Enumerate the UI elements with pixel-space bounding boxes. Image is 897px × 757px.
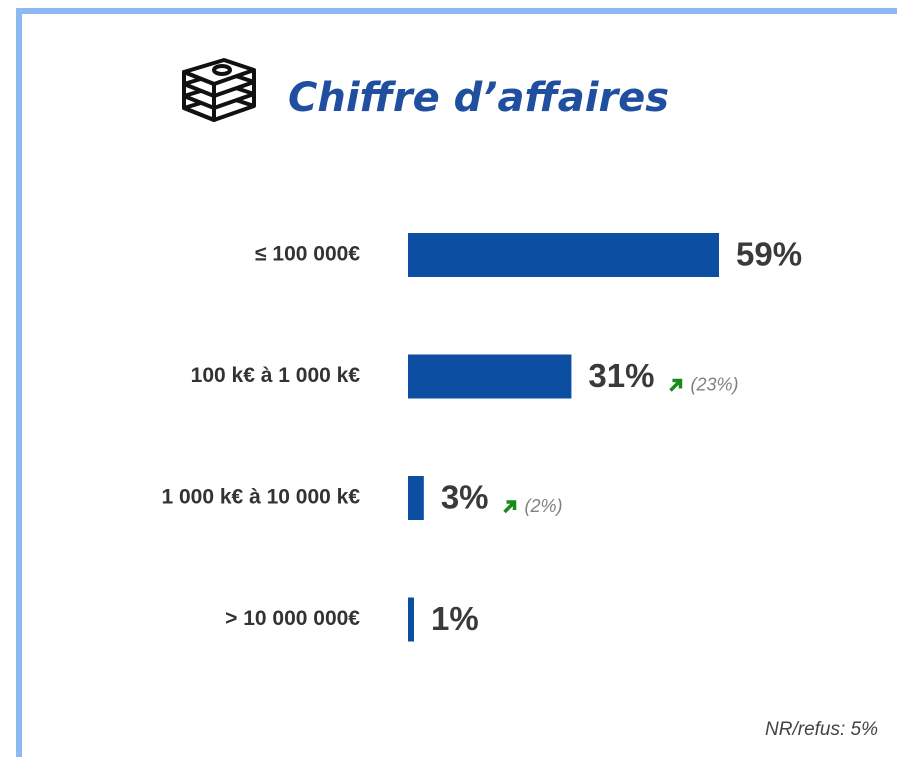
value-label: 1%	[431, 600, 479, 637]
bar	[408, 354, 572, 399]
bar	[408, 597, 414, 642]
category-label: 1 000 k€ à 10 000 k€	[161, 486, 360, 509]
money-icon	[182, 58, 256, 122]
frame-top	[16, 8, 897, 14]
trend-arrow	[503, 500, 517, 514]
previous-label: (23%)	[690, 374, 738, 394]
value-label: 59%	[736, 236, 802, 273]
bar	[408, 476, 424, 520]
value-label: 3%	[441, 479, 489, 516]
note: NR/refus: 5%	[765, 719, 878, 740]
value-label: 31%	[588, 357, 654, 394]
trend-arrow	[669, 378, 683, 392]
chart-title: Chiffre d’affaires	[288, 75, 669, 121]
previous-label: (2%)	[525, 496, 563, 516]
category-label: > 10 000 000€	[225, 607, 360, 630]
bar	[408, 233, 719, 277]
category-label: ≤ 100 000€	[255, 243, 360, 266]
category-label: 100 k€ à 1 000 k€	[191, 364, 361, 387]
frame-left	[16, 8, 22, 757]
